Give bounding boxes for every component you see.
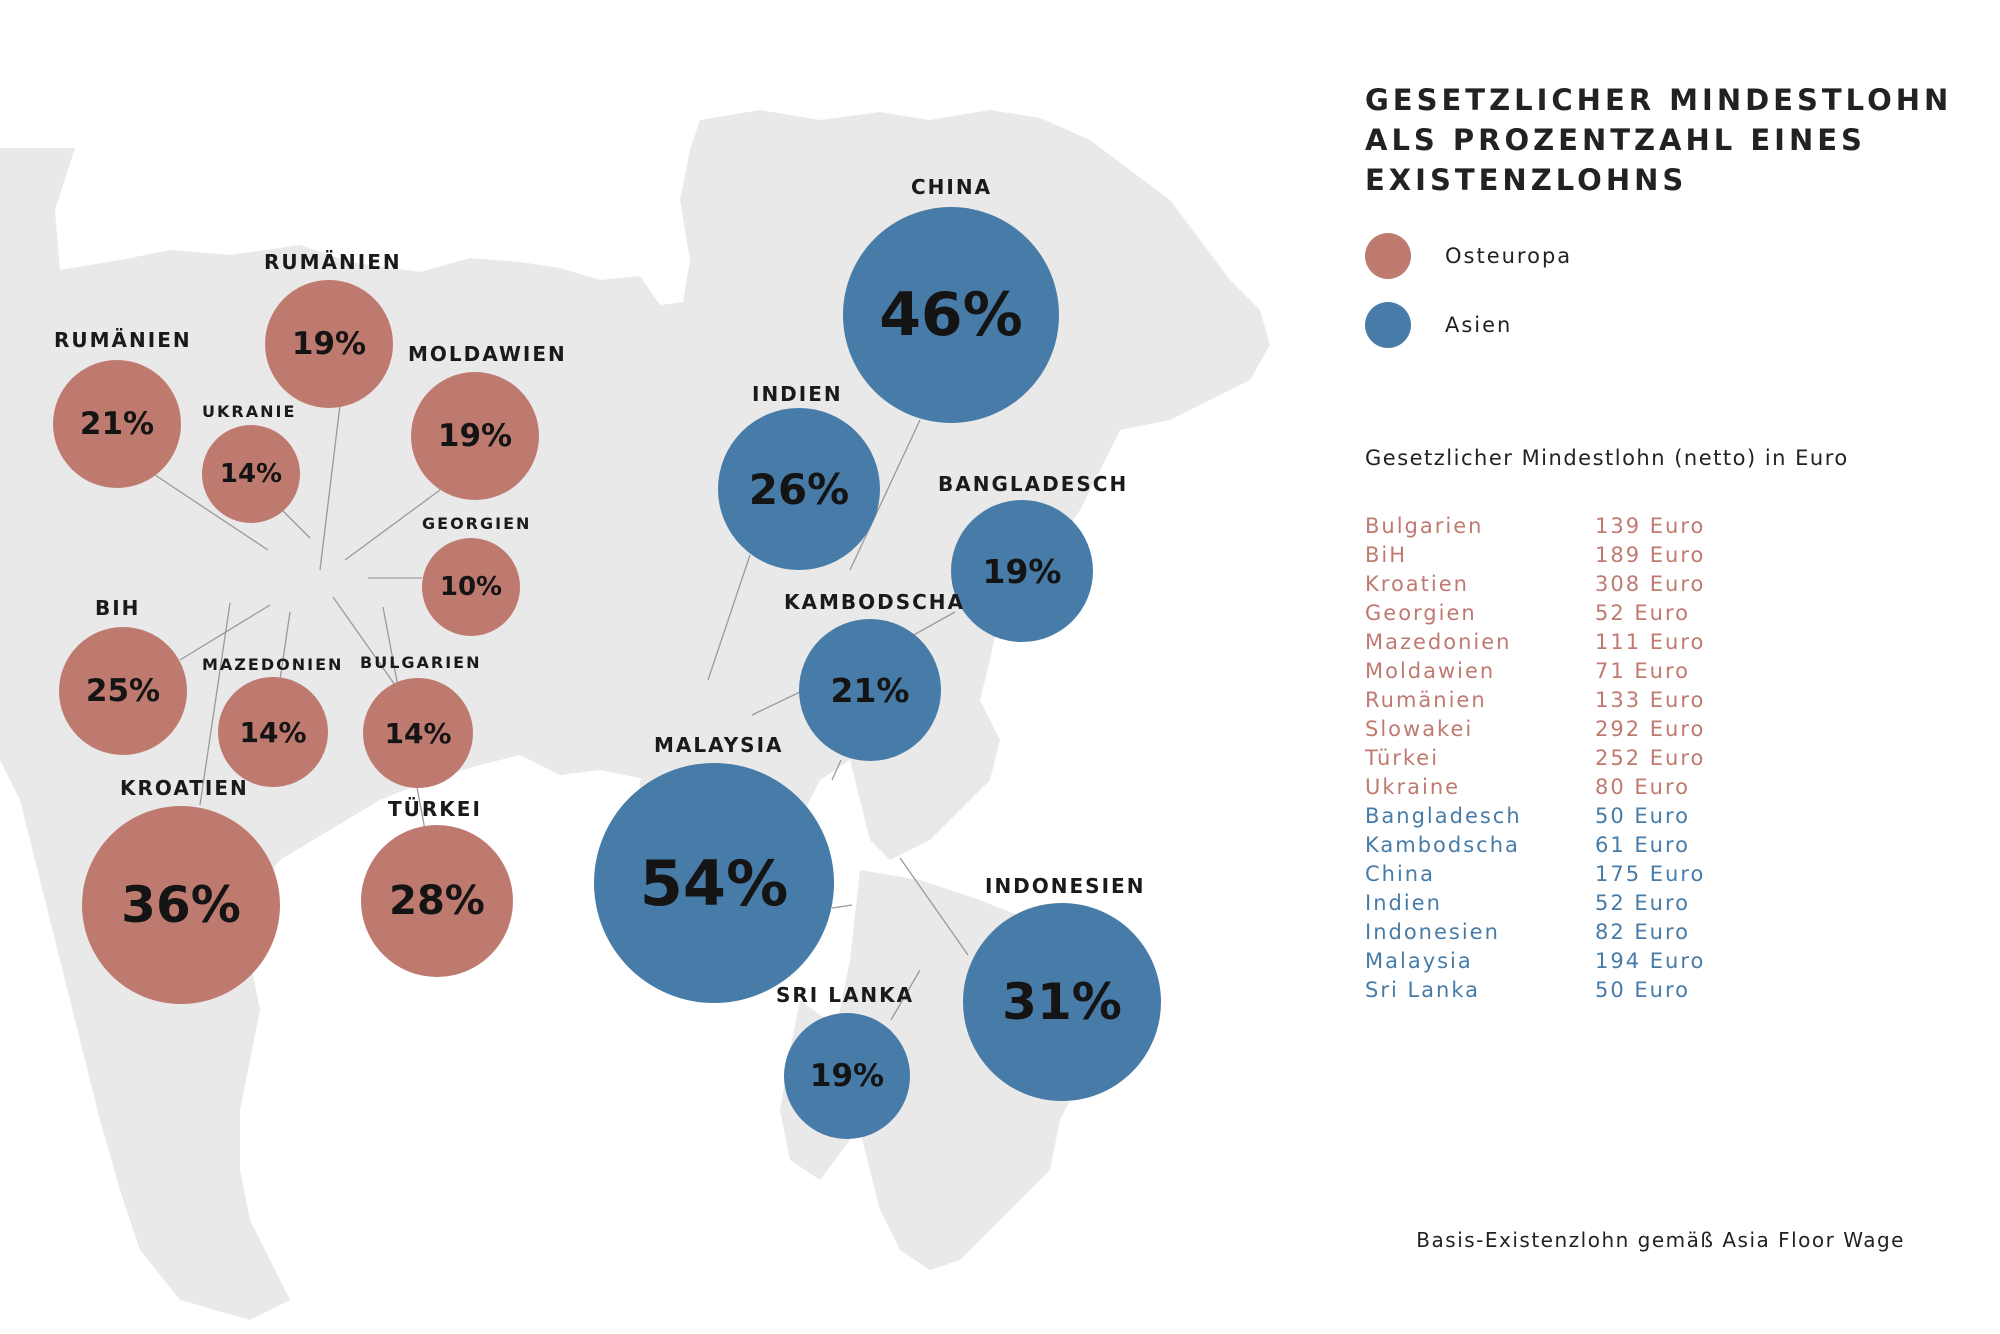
wage-value: 111 Euro xyxy=(1595,630,1706,654)
label-indonesien: INDONESIEN xyxy=(985,874,1146,898)
bubble-tuerkei: 28% xyxy=(361,825,513,977)
label-tuerkei: TÜRKEI xyxy=(388,797,482,821)
leader-line xyxy=(909,611,956,638)
label-mazedonien: MAZEDONIEN xyxy=(202,655,344,674)
leader-line xyxy=(154,474,269,551)
legend-dot-osteuropa xyxy=(1365,233,1411,279)
leader-line xyxy=(831,759,842,781)
wage-country: China xyxy=(1365,862,1435,886)
wage-country: Bangladesch xyxy=(1365,804,1522,828)
footnote: Basis-Existenzlohn gemäß Asia Floor Wage xyxy=(1416,1228,1905,1252)
wage-country: Türkei xyxy=(1365,746,1440,770)
wage-value: 252 Euro xyxy=(1595,746,1706,770)
bubble-kambodscha: 21% xyxy=(799,619,941,761)
wage-country: Slowakei xyxy=(1365,717,1474,741)
wage-value: 80 Euro xyxy=(1595,775,1690,799)
wage-country: Ukraine xyxy=(1365,775,1461,799)
wage-country: Bulgarien xyxy=(1365,514,1484,538)
label-bulgarien: BULGARIEN xyxy=(360,653,482,672)
leader-line xyxy=(899,857,969,956)
wage-country: Georgien xyxy=(1365,601,1477,625)
wage-country: Indonesien xyxy=(1365,920,1500,944)
label-kambodscha: KAMBODSCHA xyxy=(784,590,966,614)
label-indien: INDIEN xyxy=(752,382,843,406)
wage-country: Sri Lanka xyxy=(1365,978,1481,1002)
wage-value: 71 Euro xyxy=(1595,659,1690,683)
leader-lines xyxy=(154,404,969,1021)
leader-line xyxy=(890,969,921,1021)
bubble-georgien: 10% xyxy=(422,538,520,636)
label-georgien: GEORGIEN xyxy=(422,514,532,533)
leader-line xyxy=(707,554,751,681)
leader-line xyxy=(831,904,853,909)
bubble-bih: 25% xyxy=(59,627,187,755)
bubble-indonesien: 31% xyxy=(963,903,1161,1101)
wage-country: BiH xyxy=(1365,543,1408,567)
label-bih: BIH xyxy=(95,596,141,620)
legend-label: Osteuropa xyxy=(1445,244,1573,268)
wage-value: 139 Euro xyxy=(1595,514,1706,538)
wage-value: 189 Euro xyxy=(1595,543,1706,567)
wage-value: 82 Euro xyxy=(1595,920,1690,944)
bubble-ukranie: 14% xyxy=(202,425,300,523)
wage-value: 52 Euro xyxy=(1595,891,1690,915)
bubble-bangladesch: 19% xyxy=(951,500,1093,642)
label-bangladesch: BANGLADESCH xyxy=(938,472,1129,496)
label-ukranie: UKRANIE xyxy=(202,402,297,421)
bubble-china: 46% xyxy=(843,207,1059,423)
wage-table-heading: Gesetzlicher Mindestlohn (netto) in Euro xyxy=(1365,446,1849,470)
wage-value: 133 Euro xyxy=(1595,688,1706,712)
bubble-moldawien: 19% xyxy=(411,372,539,500)
bubble-sri-lanka: 19% xyxy=(784,1013,910,1139)
bubble-bulgarien: 14% xyxy=(363,678,473,788)
leader-line xyxy=(281,509,311,539)
bubble-kroatien: 36% xyxy=(82,806,280,1004)
label-rumaenien-west: RUMÄNIEN xyxy=(54,328,192,352)
wage-country: Kroatien xyxy=(1365,572,1469,596)
leader-line xyxy=(332,596,396,686)
leader-line xyxy=(849,419,921,571)
leader-line xyxy=(279,611,291,681)
bubble-rumaenien-west: 21% xyxy=(53,360,181,488)
leader-line xyxy=(344,489,441,561)
wage-country: Moldawien xyxy=(1365,659,1496,683)
wage-country: Malaysia xyxy=(1365,949,1473,973)
asia-landmass xyxy=(640,110,1270,900)
bubble-rumaenien-north: 19% xyxy=(265,280,393,408)
bubble-mazedonien: 14% xyxy=(218,677,328,787)
chart-title: GESETZLICHER MINDESTLOHN ALS PROZENTZAHL… xyxy=(1365,80,1965,200)
wage-country: Mazedonien xyxy=(1365,630,1512,654)
wage-value: 50 Euro xyxy=(1595,978,1690,1002)
wage-value: 292 Euro xyxy=(1595,717,1706,741)
legend-item-osteuropa: Osteuropa xyxy=(1365,233,1572,279)
wage-value: 308 Euro xyxy=(1595,572,1706,596)
wage-country: Indien xyxy=(1365,891,1442,915)
bubble-malaysia: 54% xyxy=(594,763,834,1003)
bubble-indien: 26% xyxy=(718,408,880,570)
wage-value: 175 Euro xyxy=(1595,862,1706,886)
wage-value: 61 Euro xyxy=(1595,833,1690,857)
wage-value: 52 Euro xyxy=(1595,601,1690,625)
title-line: GESETZLICHER MINDESTLOHN xyxy=(1365,83,1953,117)
leader-line xyxy=(199,602,231,806)
leader-line xyxy=(751,691,801,716)
wage-value: 50 Euro xyxy=(1595,804,1690,828)
wage-country: Rumänien xyxy=(1365,688,1487,712)
wage-country: Kambodscha xyxy=(1365,833,1520,857)
wage-value: 194 Euro xyxy=(1595,949,1706,973)
label-malaysia: MALAYSIA xyxy=(654,733,784,757)
title-line: EXISTENZLOHNS xyxy=(1365,163,1688,197)
leader-line xyxy=(319,404,341,571)
title-line: ALS PROZENTZAHL EINES xyxy=(1365,123,1866,157)
label-sri-lanka: SRI LANKA xyxy=(776,983,915,1007)
label-moldawien: MOLDAWIEN xyxy=(408,342,567,366)
legend-label: Asien xyxy=(1445,313,1513,337)
label-china: CHINA xyxy=(911,175,993,199)
label-kroatien: KROATIEN xyxy=(120,776,249,800)
legend-item-asien: Asien xyxy=(1365,302,1512,348)
label-rumaenien-north: RUMÄNIEN xyxy=(264,250,402,274)
legend-dot-asien xyxy=(1365,302,1411,348)
